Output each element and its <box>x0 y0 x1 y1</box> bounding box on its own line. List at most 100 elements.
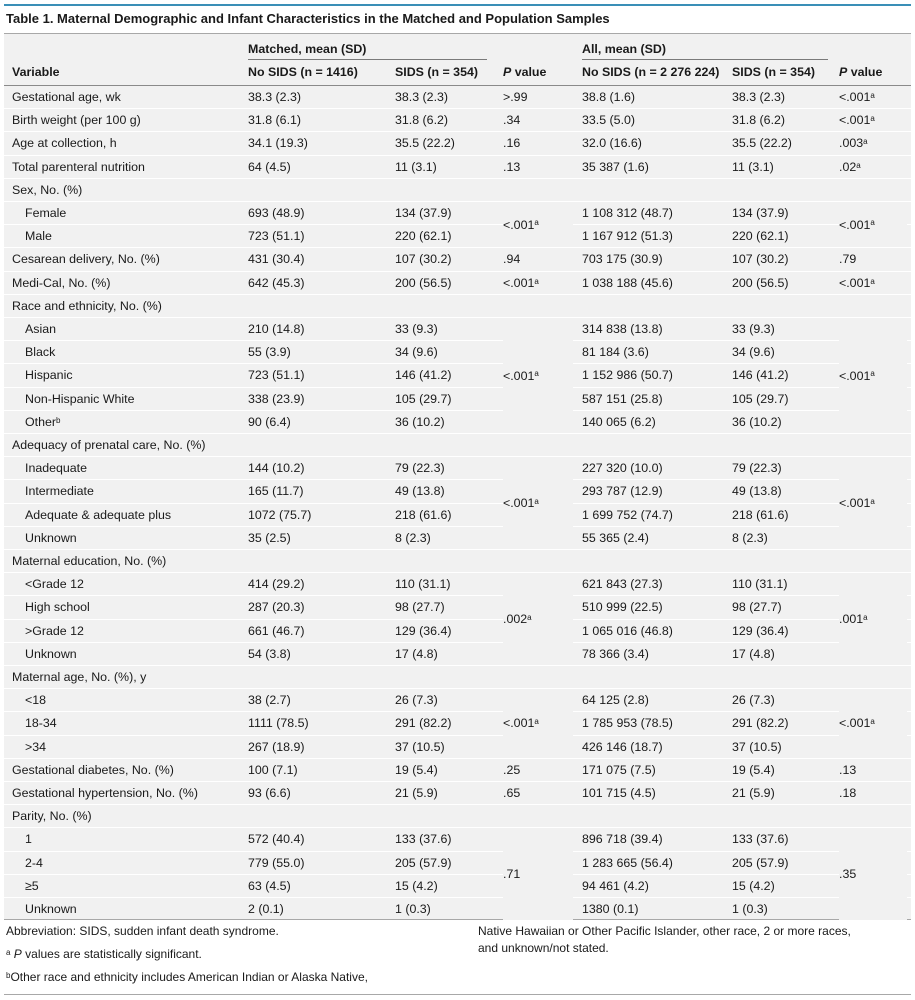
cell-all-no-sids: 171 075 (7.5) <box>582 762 656 777</box>
cell-all-sids: 107 (30.2) <box>732 252 789 267</box>
row-label: 1 <box>25 832 32 847</box>
cell-matched-sids: 35.5 (22.2) <box>395 136 455 151</box>
cell-matched-sids: 21 (5.9) <box>395 786 438 800</box>
cell-matched-no-sids: 100 (7.1) <box>248 762 298 777</box>
cell-all-sids: 134 (37.9) <box>732 206 789 220</box>
table-row: <18 38 (2.7) 26 (7.3) 64 125 (2.8) 26 (7.3) <box>4 689 911 713</box>
cell-all-sids: 220 (62.1) <box>732 229 789 244</box>
merged-all-p-value: <.001 a <box>839 689 907 758</box>
row-label: Cesarean delivery, No. (%) <box>12 252 160 267</box>
row-label: Total parenteral nutrition <box>12 159 145 174</box>
merged-matched-p-value: <.001 a <box>503 318 573 433</box>
cell-all-no-sids: 33.5 (5.0) <box>582 113 636 128</box>
table-row: Black 55 (3.9) 34 (9.6) 81 184 (3.6) 34 (9.6… <box>4 341 911 365</box>
cell-matched-no-sids: 31.8 (6.1) <box>248 113 302 128</box>
cell-matched-no-sids: 572 (40.4) <box>248 832 305 847</box>
cell-all-sids: 133 (37.6) <box>732 832 789 847</box>
cell-matched-no-sids: 414 (29.2) <box>248 577 305 592</box>
cell-matched-sids: 105 (29.7) <box>395 391 452 406</box>
cell-matched-sids: 110 (31.1) <box>395 577 451 592</box>
table-row: Total parenteral nutrition 64 (4.5) 11 (3.… <box>4 156 911 179</box>
table-row: Gestational diabetes, No. (%) 100 (7.1) 19… <box>4 759 911 782</box>
merged-all-p-value: <.001 a <box>839 202 907 248</box>
table-header-groups: Matched, mean (SD) All, mean (SD) <box>4 34 911 61</box>
row-label: 18-34 <box>25 716 57 731</box>
row-label: Adequacy of prenatal care, No. (%) <box>12 438 206 452</box>
cell-matched-sids: 26 (7.3) <box>395 693 438 708</box>
cell-matched-sids: 291 (82.2) <box>395 716 452 731</box>
cell-all-p-value: <.001a <box>839 113 875 128</box>
table-row: Otherb 90 (6.4) 36 (10.2) 140 065 (6.2) 36 (… <box>4 411 911 434</box>
cell-all-sids: 146 (41.2) <box>732 368 789 383</box>
row-label: >Grade 12 <box>25 623 84 638</box>
row-label: Sex, No. (%) <box>12 182 83 197</box>
row-label: Birth weight (per 100 g) <box>12 113 141 128</box>
cell-all-no-sids: 621 843 (27.3) <box>582 577 663 592</box>
cell-all-sids: 38.3 (2.3) <box>732 90 786 104</box>
cell-all-p-value: .02a <box>839 159 861 174</box>
cell-all-sids: 8 (2.3) <box>732 530 768 545</box>
table-row: High school 287 (20.3) 98 (27.7) 510 999 (2… <box>4 596 911 620</box>
table-row: Inadequate 144 (10.2) 79 (22.3) 227 320 (10… <box>4 457 911 481</box>
cell-matched-sids: 146 (41.2) <box>395 368 452 383</box>
cell-all-sids: 31.8 (6.2) <box>732 113 786 128</box>
cell-matched-no-sids: 723 (51.1) <box>248 229 305 244</box>
cell-all-sids: 17 (4.8) <box>732 646 775 661</box>
cell-matched-sids: 218 (61.6) <box>395 507 452 522</box>
cell-all-sids: 291 (82.2) <box>732 716 789 731</box>
cell-matched-no-sids: 38.3 (2.3) <box>248 90 302 104</box>
table-row: Unknown 2 (0.1) 1 (0.3) 1380 (0.1) 1 (0.3) <box>4 898 911 922</box>
table-row: <Grade 12 414 (29.2) 110 (31.1) 621 843 (27… <box>4 573 911 597</box>
table-row: Asian 210 (14.8) 33 (9.3) 314 838 (13.8) 33 … <box>4 318 911 342</box>
row-label: Parity, No. (%) <box>12 809 92 824</box>
row-label: ≥5 <box>25 878 39 893</box>
cell-matched-p-value: .94 <box>503 252 521 267</box>
cell-matched-p-value: >.99 <box>503 90 528 104</box>
cell-matched-no-sids: 287 (20.3) <box>248 600 305 615</box>
cell-matched-sids: 34 (9.6) <box>395 345 438 360</box>
cell-all-sids: 79 (22.3) <box>732 461 782 476</box>
group-underline-matched <box>248 59 487 60</box>
cell-all-sids: 98 (27.7) <box>732 600 782 615</box>
table-row: Sex, No. (%) <box>4 179 911 202</box>
title-accent-line <box>4 4 911 6</box>
cell-all-p-value: .003a <box>839 136 868 151</box>
group-header-matched: Matched, mean (SD) <box>248 42 367 56</box>
cell-all-p-value: <.001a <box>839 90 875 104</box>
cell-matched-sids: 133 (37.6) <box>395 832 452 847</box>
cell-matched-no-sids: 779 (55.0) <box>248 855 305 870</box>
cell-all-no-sids: 587 151 (25.8) <box>582 391 663 406</box>
merged-matched-p-value: <.001 a <box>503 202 573 248</box>
cell-matched-p-value: <.001a <box>503 275 539 290</box>
cell-all-no-sids: 140 065 (6.2) <box>582 414 656 429</box>
cell-matched-p-value: .65 <box>503 786 521 800</box>
column-header-all-no-sids: No SIDS (n = 2 276 224) <box>582 65 720 79</box>
cell-matched-sids: 31.8 (6.2) <box>395 113 449 128</box>
bottom-rule <box>4 994 911 995</box>
cell-all-no-sids: 703 175 (30.9) <box>582 252 663 267</box>
table-row: Unknown 54 (3.8) 17 (4.8) 78 366 (3.4) 17 (4… <box>4 643 911 666</box>
merged-all-p-value: .001 a <box>839 573 907 665</box>
cell-matched-p-value: .13 <box>503 159 521 174</box>
row-label: Unknown <box>25 902 77 916</box>
cell-matched-no-sids: 64 (4.5) <box>248 159 291 174</box>
merged-matched-p-value: .002 a <box>503 573 573 665</box>
cell-all-sids: 49 (13.8) <box>732 484 782 499</box>
cell-matched-sids: 11 (3.1) <box>395 159 437 174</box>
cell-all-no-sids: 38.8 (1.6) <box>582 90 636 104</box>
cell-matched-p-value: .34 <box>503 113 521 128</box>
table-row: Hispanic 723 (51.1) 146 (41.2) 1 152 986 (5… <box>4 364 911 388</box>
row-label: Age at collection, h <box>12 136 117 151</box>
cell-all-sids: 35.5 (22.2) <box>732 136 792 151</box>
cell-all-sids: 110 (31.1) <box>732 577 788 592</box>
table-row: Maternal education, No. (%) <box>4 550 911 574</box>
cell-all-no-sids: 32.0 (16.6) <box>582 136 642 151</box>
cell-matched-no-sids: 267 (18.9) <box>248 739 305 754</box>
table-row: Male 723 (51.1) 220 (62.1) 1 167 912 (51.3)… <box>4 225 911 249</box>
cell-matched-sids: 33 (9.3) <box>395 322 438 336</box>
column-header-all-p-value: P value <box>839 65 883 79</box>
table-row: Birth weight (per 100 g) 31.8 (6.1) 31.8 (… <box>4 109 911 133</box>
column-header-variable: Variable <box>12 65 60 79</box>
row-label: Medi-Cal, No. (%) <box>12 275 111 290</box>
cell-all-sids: 218 (61.6) <box>732 507 789 522</box>
